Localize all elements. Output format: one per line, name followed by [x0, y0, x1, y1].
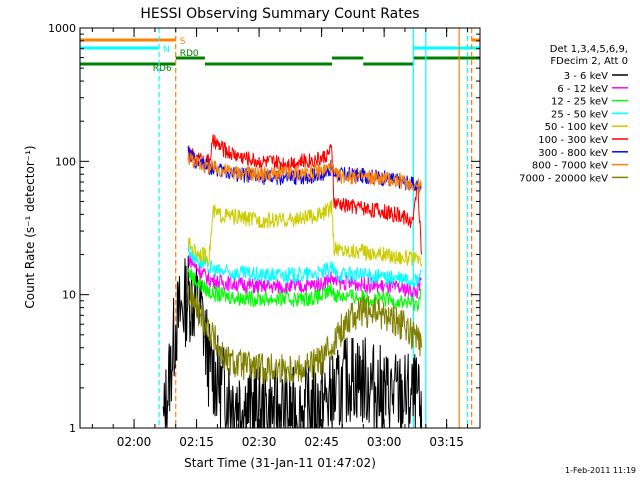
- series-line-1: [187, 253, 423, 299]
- series-line-3: [187, 244, 422, 289]
- legend-entry-label: 300 - 800 keV: [538, 148, 608, 159]
- x-tick-label: 02:15: [179, 435, 214, 449]
- y-axis-label: Count Rate (s⁻¹ detector⁻¹): [23, 145, 37, 308]
- x-axis-label: Start Time (31-Jan-11 01:47:02): [184, 456, 376, 470]
- flag-label-n: N: [163, 45, 170, 55]
- y-tick-label: 1000: [48, 22, 76, 35]
- series-group: [162, 134, 423, 429]
- instrument-flags: SN RD0 RD6: [80, 37, 480, 74]
- footer-timestamp: 1-Feb-2011 11:19: [565, 466, 636, 475]
- series-line-4: [187, 200, 423, 267]
- y-tick-label: 100: [55, 155, 76, 168]
- legend-header-line: FDecim 2, Att 0: [550, 56, 628, 67]
- series-line-7: [187, 151, 422, 194]
- flag-label-rd6: RD6: [153, 64, 172, 74]
- x-tick-label: 03:00: [367, 435, 402, 449]
- legend-entry-label: 25 - 50 keV: [551, 109, 608, 120]
- x-tick-label: 03:15: [429, 435, 464, 449]
- legend-entry-label: 50 - 100 keV: [545, 122, 609, 133]
- flag-label-rd0: RD0: [180, 49, 199, 59]
- legend-header: Det 1,3,4,5,6,9,FDecim 2, Att 0: [550, 44, 628, 67]
- series-line-8: [187, 282, 423, 385]
- x-tick-label: 02:45: [304, 435, 339, 449]
- x-tick-label: 02:00: [117, 435, 152, 449]
- legend-entry-label: 3 - 6 keV: [564, 71, 608, 82]
- legend-entry-label: 12 - 25 keV: [551, 97, 608, 108]
- legend-entry-label: 800 - 7000 keV: [532, 161, 608, 172]
- legend-header-line: Det 1,3,4,5,6,9,: [550, 44, 628, 55]
- axes: 1 10 100 1000 02:00 02:15 02:30 02:45 03:00 03:15: [48, 22, 481, 449]
- flag-label-s: S: [180, 37, 186, 47]
- series-line-5: [187, 134, 423, 255]
- legend-entry-label: 7000 - 20000 keV: [519, 173, 608, 184]
- chart-title: HESSI Observing Summary Count Rates: [140, 6, 419, 22]
- series-line-2: [187, 267, 422, 312]
- x-tick-label: 02:30: [242, 435, 277, 449]
- y-tick-label: 1: [69, 422, 76, 435]
- legend-entry-label: 6 - 12 keV: [557, 84, 608, 95]
- y-tick-label: 10: [62, 289, 76, 302]
- legend-entry-label: 100 - 300 keV: [538, 135, 608, 146]
